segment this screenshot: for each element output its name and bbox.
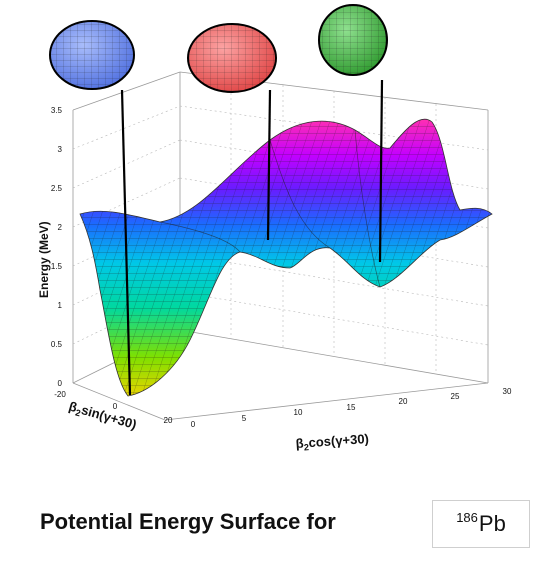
isotope-symbol: Pb — [478, 511, 506, 536]
energy-tick: 2 — [58, 223, 63, 232]
energy-axis-label: Energy (MeV) — [37, 221, 51, 298]
energy-tick: 0.5 — [51, 340, 63, 349]
energy-tick: 3 — [58, 145, 63, 154]
isotope-mass-number: 186 — [456, 509, 478, 525]
z-axis-label: β2sin(γ+30) — [67, 398, 139, 434]
z-tick: 0 — [113, 402, 118, 411]
indicator-lines — [120, 79, 384, 396]
x-tick: 15 — [347, 403, 356, 412]
energy-surface — [79, 118, 493, 397]
energy-tick: 1.5 — [51, 262, 63, 271]
energy-tick: 3.5 — [51, 106, 63, 115]
energy-tick: 1 — [58, 301, 63, 310]
z-ticks: -20 0 20 — [54, 390, 173, 425]
x-tick: 20 — [399, 397, 408, 406]
x-tick: 0 — [191, 420, 196, 429]
caption-text: Potential Energy Surface for — [40, 509, 336, 534]
x-tick: 25 — [451, 392, 460, 401]
x-tick: 30 — [503, 387, 512, 396]
z-tick: 20 — [164, 416, 173, 425]
x-tick: 10 — [294, 408, 303, 417]
energy-tick: 2.5 — [51, 184, 63, 193]
prolate-shape-icon — [318, 4, 388, 76]
z-tick: -20 — [54, 390, 66, 399]
oblate-shape-icon — [49, 20, 135, 90]
x-ticks: 0 5 10 15 20 25 30 — [191, 387, 512, 429]
energy-tick: 0 — [58, 379, 63, 388]
spherical-shape-icon — [187, 23, 277, 93]
x-tick: 5 — [242, 414, 247, 423]
x-axis-label: β2cos(γ+30) — [295, 431, 369, 453]
figure-caption: Potential Energy Surface for — [40, 509, 336, 535]
isotope-label: 186 Pb — [432, 500, 530, 548]
energy-ticks: 0 0.5 1 1.5 2 2.5 3 3.5 — [51, 106, 63, 388]
